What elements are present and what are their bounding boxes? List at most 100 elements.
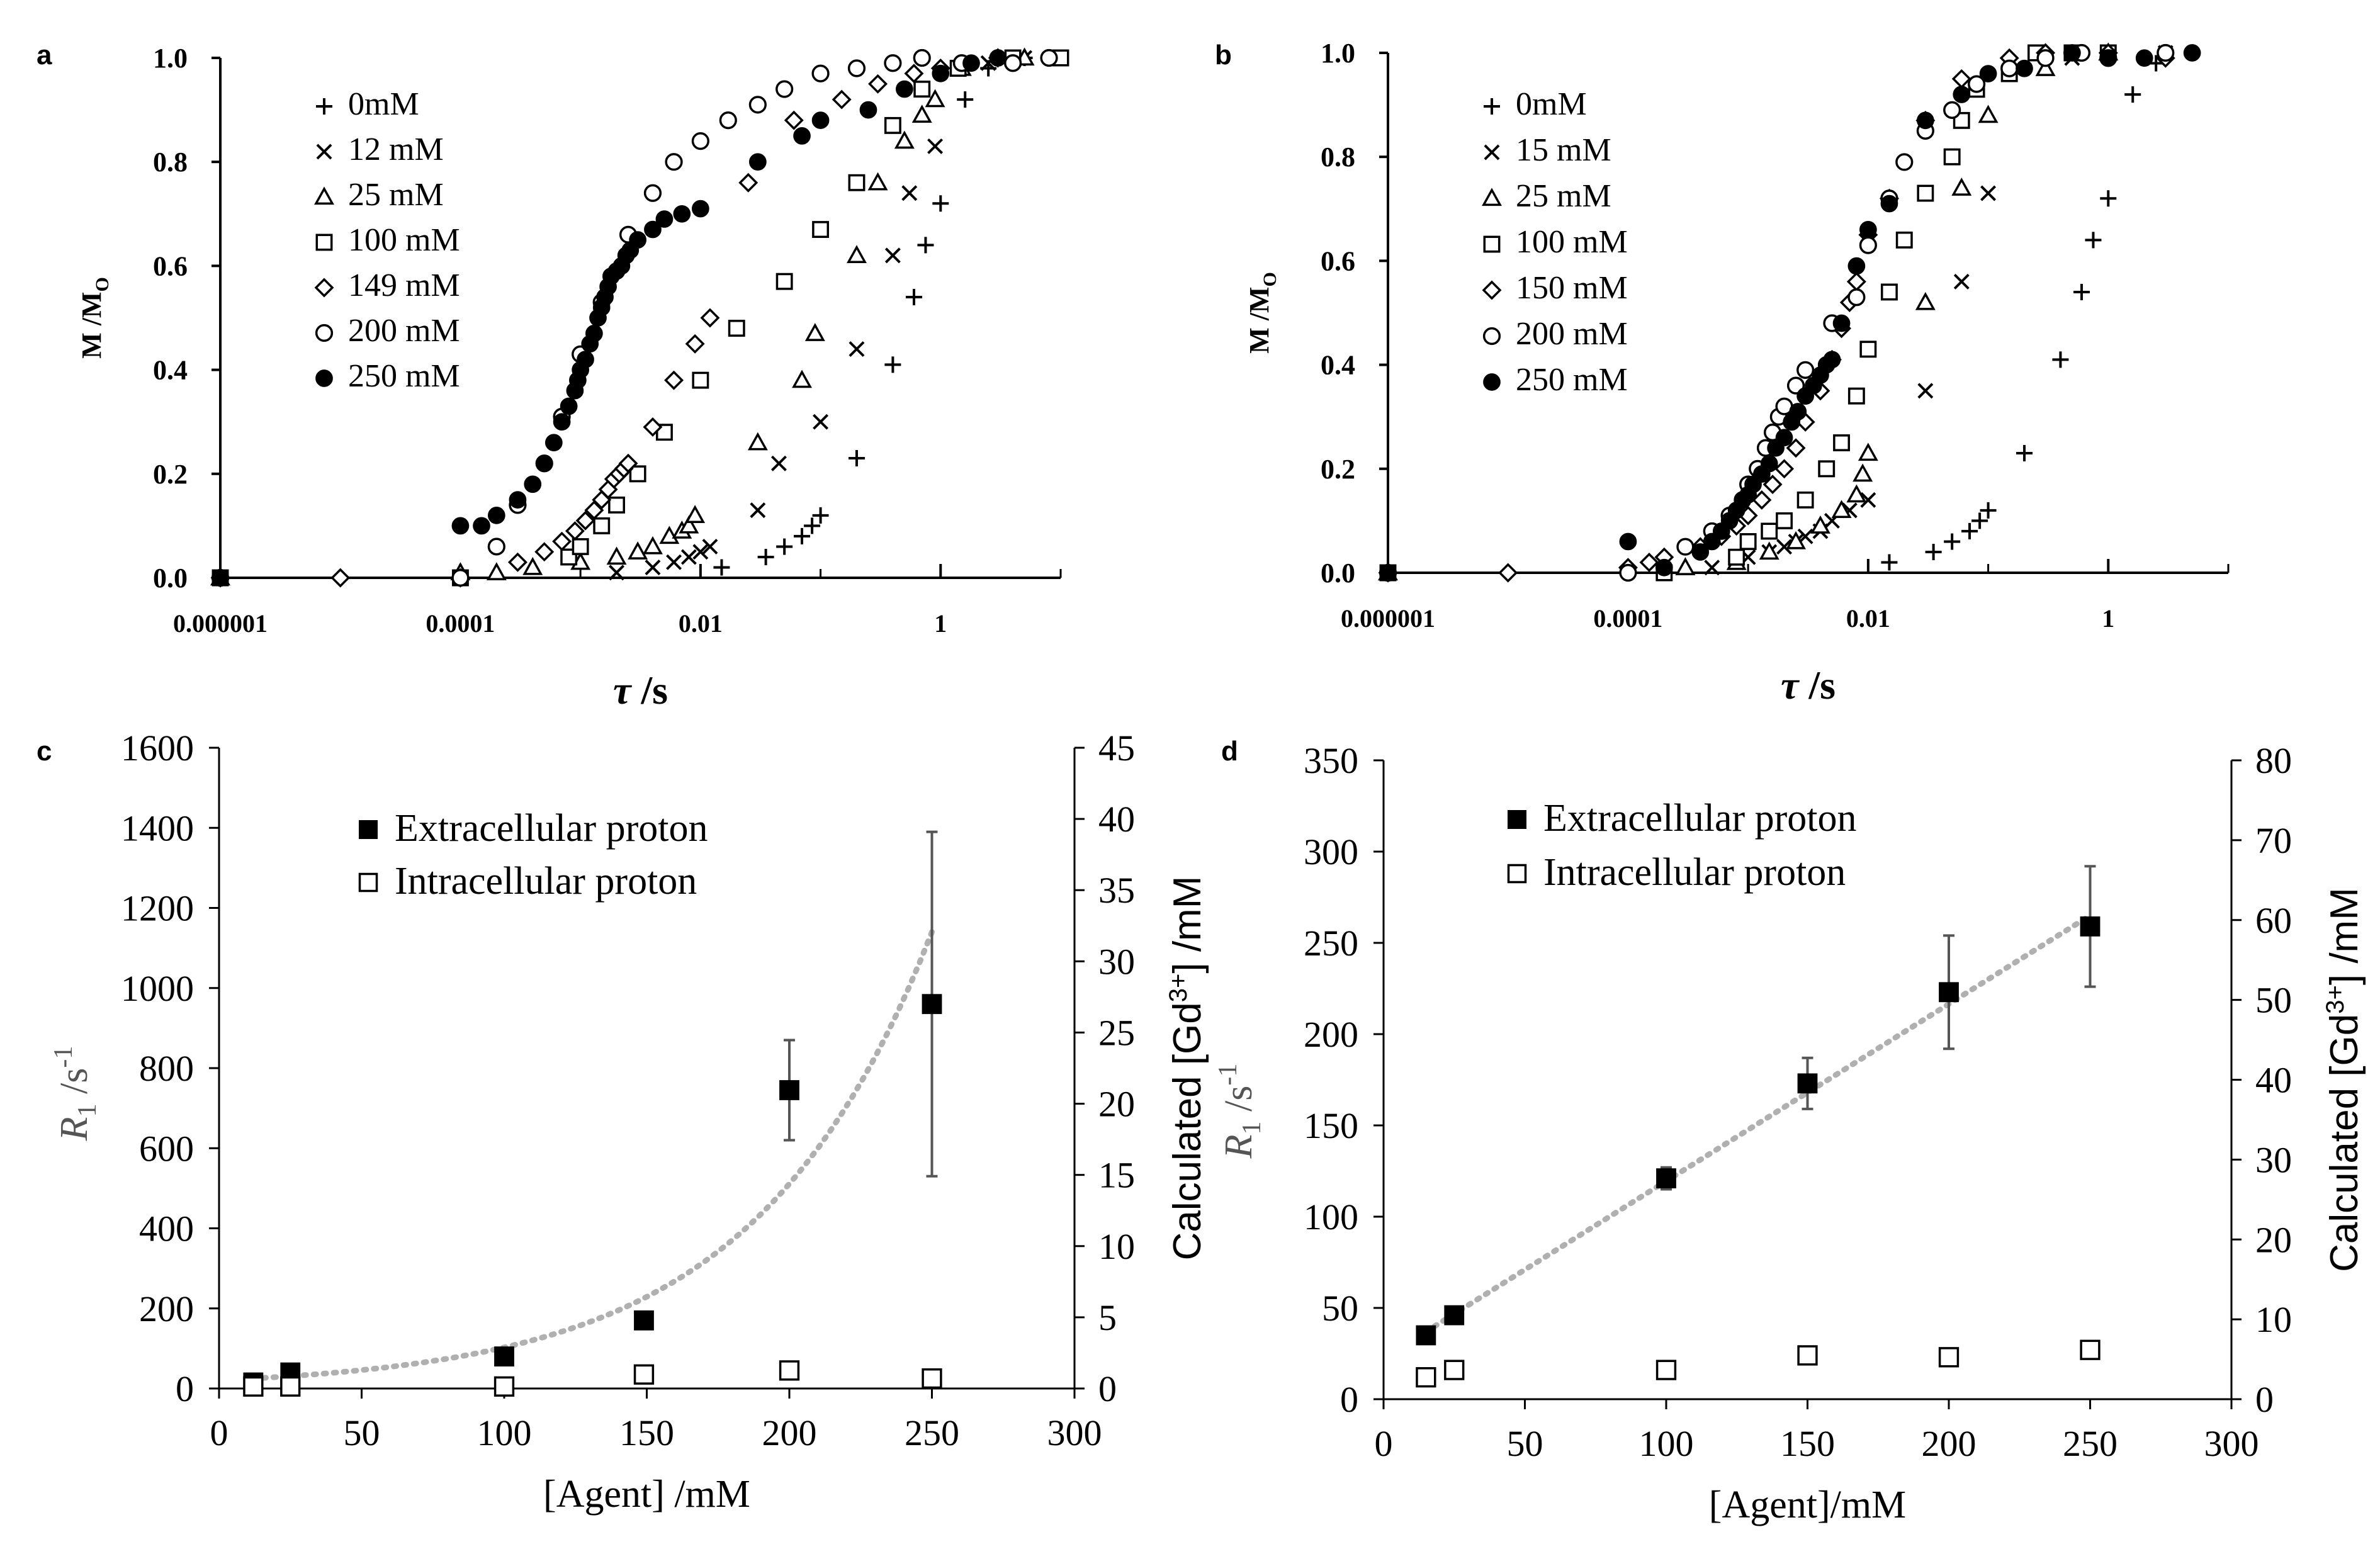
data-point — [911, 104, 932, 123]
y-axis-title-superscript: -1 — [49, 1046, 78, 1068]
y2-tick-label: 40 — [2255, 1060, 2292, 1101]
data-point — [1739, 532, 1757, 550]
data-point — [1939, 982, 1959, 1003]
data-point — [884, 54, 902, 72]
data-point — [989, 49, 1007, 67]
x-tick-label: 250 — [905, 1412, 959, 1453]
data-point — [1444, 1360, 1465, 1380]
y-tick-label: 0.4 — [153, 355, 188, 386]
data-point — [659, 526, 680, 544]
data-point — [770, 455, 787, 471]
data-point — [685, 334, 705, 354]
data-point — [1379, 564, 1397, 582]
x-tick-label: 150 — [1780, 1423, 1835, 1464]
data-point — [832, 89, 852, 110]
series-150-mm — [1378, 43, 2175, 583]
data-point — [738, 172, 759, 193]
data-point — [629, 465, 646, 483]
legend-marker — [314, 186, 334, 205]
data-point — [493, 1376, 515, 1397]
y-axis-title: R1 /s-1 — [1214, 1064, 1266, 1159]
data-point — [794, 527, 811, 544]
data-point — [1831, 500, 1852, 519]
data-point — [1760, 454, 1778, 473]
data-point — [1951, 69, 1971, 89]
data-point — [913, 81, 931, 98]
series-200-mm — [211, 48, 1058, 587]
data-point — [1004, 54, 1022, 72]
x-tick-label: 0.000001 — [1341, 604, 1435, 633]
y2-tick-label: 80 — [2255, 740, 2292, 781]
data-point — [1775, 429, 1793, 447]
y-axis-title: R1 /s-1 — [49, 1046, 102, 1142]
data-point — [1979, 65, 1997, 82]
data-point — [691, 132, 709, 150]
series-extracellular-proton — [243, 830, 942, 1393]
data-point — [812, 507, 829, 524]
data-point — [811, 64, 830, 82]
data-point — [719, 111, 737, 130]
y-axis-title: M /MO — [76, 277, 113, 359]
legend-label: 100 mM — [348, 222, 460, 258]
data-point — [593, 517, 611, 534]
x-tick-label: 1 — [2102, 604, 2114, 633]
y-tick-label: 0.8 — [1321, 142, 1355, 172]
series-250-mm — [211, 49, 1007, 587]
series-15-mm — [1380, 45, 2174, 581]
y-tick-label: 400 — [139, 1208, 194, 1249]
legend-label: 200 mM — [348, 313, 460, 349]
legend-label: 250 mM — [348, 358, 460, 394]
data-point — [2085, 232, 2102, 249]
y2-axis-title-superscript: 3+ — [1165, 974, 1192, 1003]
data-point — [473, 517, 490, 535]
y2-tick-label: 5 — [1098, 1297, 1117, 1338]
data-point — [1676, 538, 1695, 556]
data-point — [643, 184, 662, 202]
y2-tick-label: 20 — [1098, 1084, 1135, 1125]
data-point — [901, 185, 918, 201]
y-tick-label: 200 — [139, 1288, 194, 1329]
data-point — [544, 434, 563, 452]
data-point — [1859, 220, 1877, 239]
data-point — [609, 565, 625, 581]
data-point — [932, 195, 949, 212]
data-point — [1619, 563, 1637, 582]
y-tick-label: 1.0 — [153, 43, 188, 74]
data-point — [1833, 434, 1850, 451]
data-point — [1796, 361, 1815, 379]
data-point — [792, 369, 813, 388]
chart-d: 0 50 100 150 200 250 3000501001502002503003500… — [1214, 740, 2366, 1526]
data-point — [728, 320, 745, 337]
legend-label: 25 mM — [348, 177, 444, 213]
y-axis-title-unit: /s — [53, 1068, 96, 1104]
data-point — [679, 515, 699, 534]
y-axis-title-symbol: R — [1217, 1134, 1260, 1159]
legend-label: 25 mM — [1516, 178, 1611, 214]
chart-b: 0.000001 0.0001 0.01 1 0.0 0.2 0.4 0.6 0.8 1.0 τ /… — [1244, 38, 2230, 707]
data-point — [585, 324, 603, 342]
x-axis-title: [Agent]/mM — [1709, 1484, 1906, 1526]
x-tick-label: 50 — [344, 1412, 380, 1453]
legend-label: Intracellular proton — [395, 860, 697, 903]
data-point — [859, 101, 877, 119]
data-point — [1859, 341, 1877, 358]
y-tick-label: 250 — [1304, 923, 1358, 964]
data-point — [534, 542, 555, 562]
data-point — [1846, 271, 1866, 291]
data-point — [451, 568, 470, 587]
x-tick-label: 250 — [2063, 1423, 2118, 1464]
series-extracellular-proton — [1416, 865, 2101, 1346]
data-point — [927, 138, 944, 154]
data-point — [713, 559, 730, 576]
data-point — [629, 231, 646, 249]
data-point — [486, 562, 507, 580]
data-point — [577, 351, 594, 368]
y-tick-label: 300 — [1304, 831, 1358, 872]
data-point — [2183, 44, 2201, 62]
data-point — [1810, 515, 1830, 534]
data-point — [1776, 539, 1793, 555]
data-point — [2135, 49, 2153, 67]
legend-marker — [316, 98, 332, 115]
series-250-mm — [1379, 44, 2201, 582]
data-point — [280, 1376, 301, 1397]
